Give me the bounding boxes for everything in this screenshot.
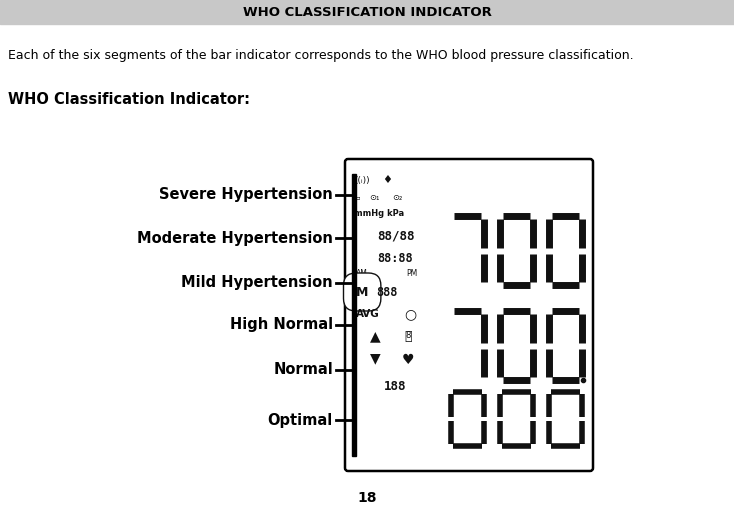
Text: ⊙₁: ⊙₁ [368,192,379,202]
FancyBboxPatch shape [345,159,593,471]
Text: ▭: ▭ [354,194,360,200]
Text: Normal: Normal [273,363,333,378]
Text: ((ᵢ)): ((ᵢ)) [355,175,370,185]
Text: 88:88: 88:88 [378,251,413,265]
Text: ⓪: ⓪ [404,330,412,343]
Text: 18: 18 [357,491,377,505]
Text: ▲: ▲ [370,329,381,343]
Text: 188: 188 [385,379,407,393]
Text: 888: 888 [377,285,398,298]
Text: 8: 8 [405,331,411,341]
Text: Moderate Hypertension: Moderate Hypertension [137,231,333,246]
Text: Optimal: Optimal [268,412,333,427]
Text: Mild Hypertension: Mild Hypertension [181,276,333,291]
Text: AM: AM [356,269,368,279]
Text: High Normal: High Normal [230,317,333,332]
Text: Severe Hypertension: Severe Hypertension [159,187,333,202]
Text: ♦: ♦ [382,175,392,185]
Text: 88/88: 88/88 [377,230,414,243]
Text: mmHg kPa: mmHg kPa [354,209,404,218]
Text: WHO Classification Indicator:: WHO Classification Indicator: [8,92,250,107]
Text: WHO CLASSIFICATION INDICATOR: WHO CLASSIFICATION INDICATOR [242,6,492,19]
Text: M: M [356,285,368,298]
Bar [0,0,734,24]
Text: ♥: ♥ [401,353,414,367]
Text: AVG: AVG [356,309,379,319]
Text: ▼: ▼ [370,351,381,365]
Text: PM: PM [407,269,418,279]
Text: Each of the six segments of the bar indicator corresponds to the WHO blood press: Each of the six segments of the bar indi… [8,49,633,61]
Text: ⊙₂: ⊙₂ [392,192,402,202]
Text: ○: ○ [404,307,416,321]
Bar [352,174,356,456]
